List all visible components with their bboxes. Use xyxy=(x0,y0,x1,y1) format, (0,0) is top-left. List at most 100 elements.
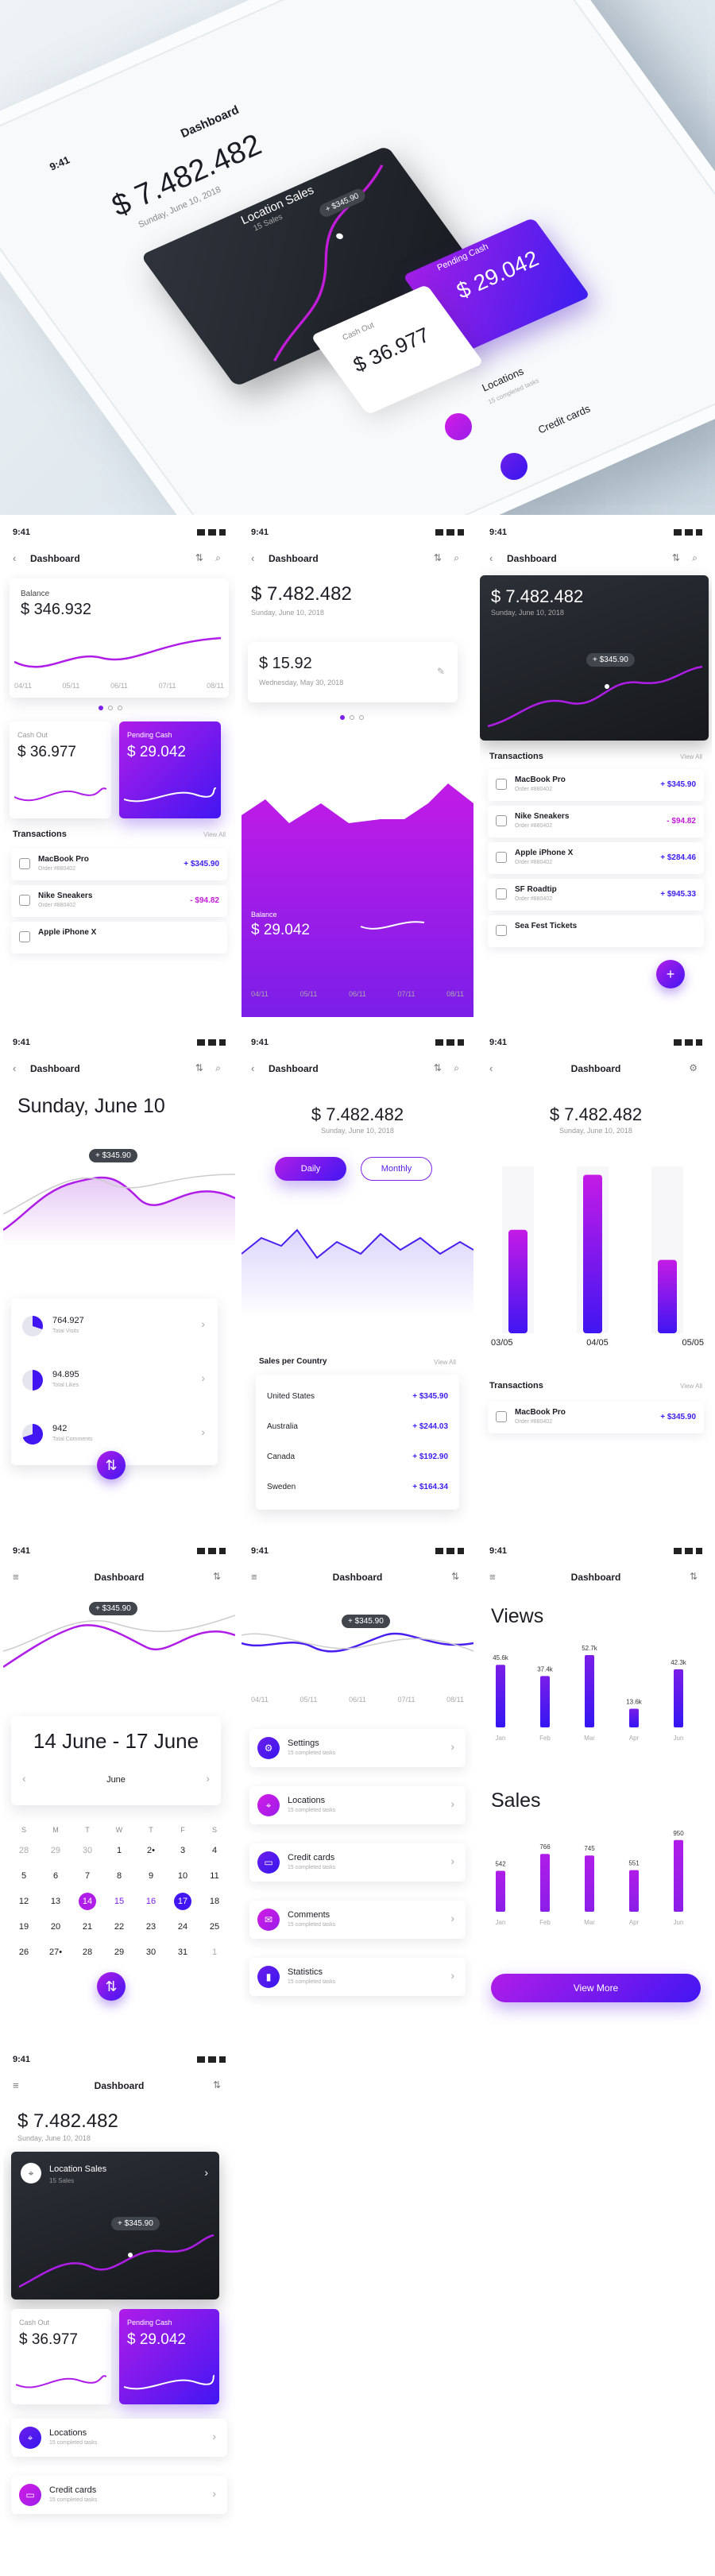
calendar-day[interactable]: 3 xyxy=(167,1842,199,1859)
settings-icon[interactable]: ⚙ xyxy=(689,1062,702,1073)
toolbar-icons[interactable]: ⇅ ⌕ xyxy=(195,1062,226,1073)
add-button[interactable]: + xyxy=(656,960,685,988)
calendar-day[interactable]: 10 xyxy=(167,1867,199,1885)
calendar-day[interactable]: 26 xyxy=(8,1944,40,1961)
calendar-day[interactable]: 29 xyxy=(103,1944,135,1961)
transaction-row[interactable]: Apple iPhone X Order #880402 + $284.46 xyxy=(488,842,704,874)
menu-item-comments[interactable]: ✉ Comments 15 completed tasks › xyxy=(249,1901,466,1939)
filter-icon[interactable]: ⇅ xyxy=(450,1571,464,1582)
calendar-day[interactable]: 28 xyxy=(8,1842,40,1859)
balance-card[interactable]: Balance $ 346.932 04/11 05/11 06/11 07/11 08… xyxy=(10,578,229,698)
view-all-link[interactable]: View All xyxy=(680,753,702,760)
menu-item-locations[interactable]: ⌖ Locations 15 completed tasks › xyxy=(249,1786,466,1824)
calendar-day[interactable]: 30 xyxy=(135,1944,167,1961)
date-range-card[interactable]: 14 June - 17 June ‹ June › xyxy=(11,1716,221,1805)
back-icon[interactable]: ‹ xyxy=(489,1062,493,1074)
bar[interactable] xyxy=(629,1708,639,1727)
transaction-row[interactable]: Apple iPhone X xyxy=(11,922,227,953)
transaction-row[interactable]: Sea Fest Tickets xyxy=(488,915,704,947)
bar[interactable] xyxy=(583,1174,602,1334)
bar[interactable] xyxy=(674,1839,683,1912)
calendar-day[interactable]: 14 xyxy=(72,1893,103,1910)
menu-item-credit-cards[interactable]: ▭ Credit cards 15 completed tasks › xyxy=(11,2476,227,2514)
calendar-day[interactable]: 6 xyxy=(40,1867,72,1885)
back-icon[interactable]: ‹ xyxy=(251,552,255,564)
bar[interactable] xyxy=(658,1259,677,1333)
transaction-row[interactable]: MacBook Pro Order #880402 + $345.90 xyxy=(488,1402,704,1433)
toolbar-icons[interactable]: ⇅ ⌕ xyxy=(433,552,464,563)
calendar-day[interactable]: 15 xyxy=(103,1893,135,1910)
transaction-row[interactable]: Nike Sneakers Order #880402 - $94.82 xyxy=(488,806,704,837)
filter-icon[interactable]: ⇅ xyxy=(212,2079,226,2091)
calendar-day[interactable]: 30 xyxy=(72,1842,103,1859)
view-more-button[interactable]: View More xyxy=(491,1974,701,2002)
calendar-day[interactable]: 20 xyxy=(40,1918,72,1936)
bar[interactable] xyxy=(629,1870,639,1912)
calendar-day[interactable]: 21 xyxy=(72,1918,103,1936)
view-all-link[interactable]: View All xyxy=(434,1359,456,1366)
recent-card[interactable]: $ 15.92 Wednesday, May 30, 2018 ✎ xyxy=(248,642,458,702)
bar[interactable] xyxy=(585,1855,594,1912)
calendar-day[interactable]: 13 xyxy=(40,1893,72,1910)
view-all-link[interactable]: View All xyxy=(203,831,226,838)
back-icon[interactable]: ‹ xyxy=(13,1062,17,1074)
filter-icon[interactable]: ⇅ xyxy=(689,1571,702,1582)
toolbar-icons[interactable]: ⇅ ⌕ xyxy=(433,1062,464,1073)
bar[interactable] xyxy=(585,1654,594,1727)
menu-item-statistics[interactable]: ▮ Statistics 15 completed tasks › xyxy=(249,1958,466,1996)
country-row[interactable]: United States + $345.90 xyxy=(256,1386,459,1410)
stat-row[interactable]: 94.895 Total Likes › xyxy=(11,1363,218,1411)
pending-cash-card[interactable]: Pending Cash $ 29.042 xyxy=(119,2309,219,2404)
page-dots[interactable] xyxy=(99,706,122,710)
filter-button[interactable]: ⇅ xyxy=(97,1451,126,1479)
filter-button[interactable]: ⇅ xyxy=(97,1972,126,2001)
menu-item-locations[interactable]: ⌖ Locations 15 completed tasks › xyxy=(11,2419,227,2457)
page-dots[interactable] xyxy=(340,715,364,720)
bar[interactable] xyxy=(508,1229,528,1333)
filter-icon[interactable]: ⇅ xyxy=(212,1571,226,1582)
bar[interactable] xyxy=(496,1665,505,1727)
menu-item-credit-cards[interactable]: ▭ Credit cards 15 completed tasks › xyxy=(249,1843,466,1882)
calendar-day[interactable]: 24 xyxy=(167,1918,199,1936)
country-row[interactable]: Canada + $192.90 xyxy=(256,1446,459,1470)
prev-month-icon[interactable]: ‹ xyxy=(22,1772,26,1785)
calendar-day[interactable]: 18 xyxy=(199,1893,230,1910)
calendar-day[interactable]: 27• xyxy=(40,1944,72,1961)
calendar-day[interactable]: 11 xyxy=(199,1867,230,1885)
back-icon[interactable]: ‹ xyxy=(251,1062,255,1074)
cashout-card[interactable]: Cash Out $ 36.977 xyxy=(10,721,111,818)
calendar-day[interactable]: 1 xyxy=(199,1944,230,1961)
calendar-day[interactable]: 5 xyxy=(8,1867,40,1885)
back-icon[interactable]: ‹ xyxy=(489,552,493,564)
transaction-row[interactable]: MacBook Pro Order #880402 + $345.90 xyxy=(488,769,704,801)
bar[interactable] xyxy=(540,1676,550,1727)
menu-icon[interactable]: ≡ xyxy=(13,1571,19,1583)
bar[interactable] xyxy=(674,1669,683,1727)
calendar-day[interactable]: 29 xyxy=(40,1842,72,1859)
calendar-day[interactable]: 23 xyxy=(135,1918,167,1936)
back-icon[interactable]: ‹ xyxy=(13,552,17,564)
calendar-day[interactable]: 2• xyxy=(135,1842,167,1859)
calendar-day[interactable]: 17 xyxy=(167,1893,199,1910)
view-all-link[interactable]: View All xyxy=(680,1383,702,1390)
bar[interactable] xyxy=(540,1854,550,1912)
stat-row[interactable]: 764.927 Total Visits › xyxy=(11,1309,218,1357)
menu-icon[interactable]: ≡ xyxy=(13,2079,19,2091)
calendar-day[interactable]: 31 xyxy=(167,1944,199,1961)
daily-toggle[interactable]: Daily xyxy=(275,1157,346,1181)
menu-item-settings[interactable]: ⚙ Settings 15 completed tasks › xyxy=(249,1729,466,1767)
transaction-row[interactable]: SF Roadtip Order #880402 + $945.33 xyxy=(488,879,704,911)
next-month-icon[interactable]: › xyxy=(206,1772,210,1785)
calendar-day[interactable]: 8 xyxy=(103,1867,135,1885)
cashout-card[interactable]: Cash Out $ 36.977 xyxy=(11,2309,111,2404)
pending-cash-card[interactable]: Pending Cash $ 29.042 xyxy=(119,721,221,818)
location-sales-card[interactable]: ⌖ Location Sales 15 Sales › + $345.90 xyxy=(11,2152,219,2299)
calendar-day[interactable]: 12 xyxy=(8,1893,40,1910)
calendar-day[interactable]: 9 xyxy=(135,1867,167,1885)
calendar-day[interactable]: 4 xyxy=(199,1842,230,1859)
transaction-row[interactable]: Nike Sneakers Order #880402 - $94.82 xyxy=(11,885,227,917)
country-row[interactable]: Australia + $244.03 xyxy=(256,1416,459,1440)
calendar-day[interactable]: 22 xyxy=(103,1918,135,1936)
edit-icon[interactable]: ✎ xyxy=(436,666,445,677)
toolbar-icons[interactable]: ⇅ ⌕ xyxy=(195,552,226,563)
